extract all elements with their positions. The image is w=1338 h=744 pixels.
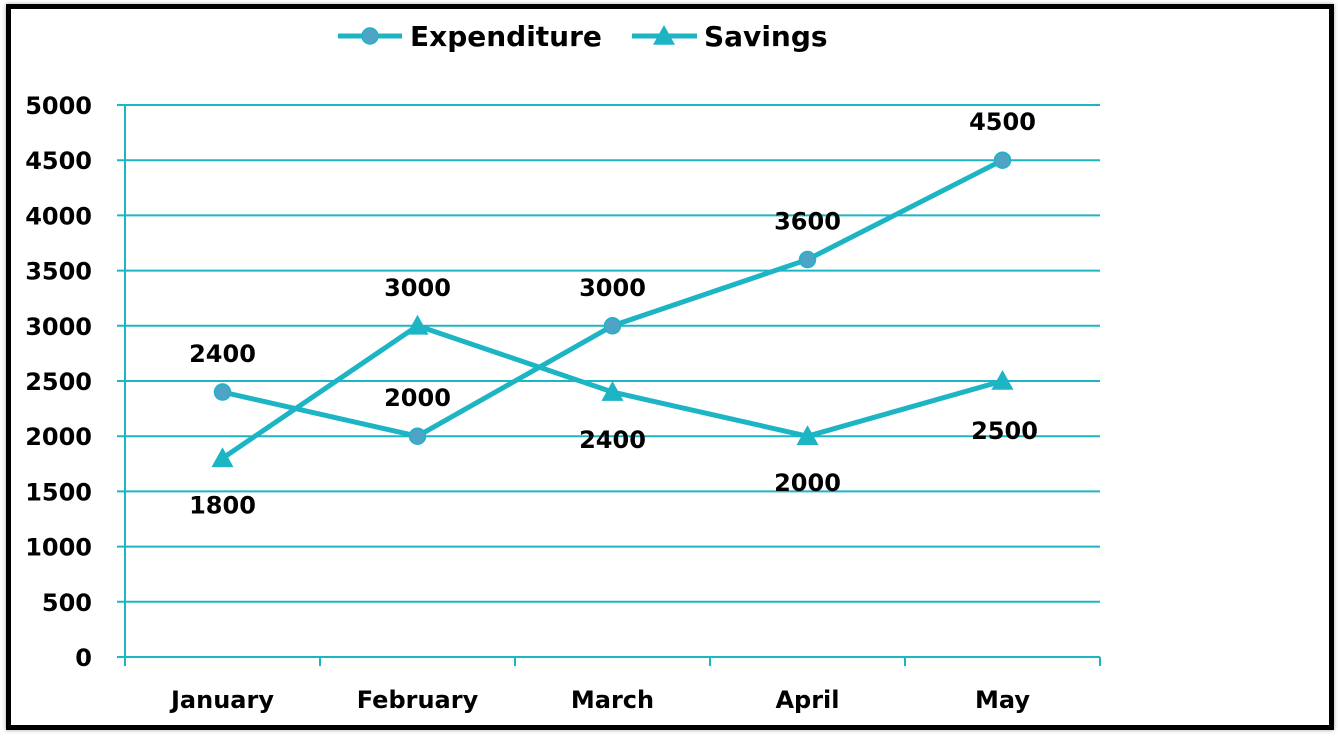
y-tick-label: 500 bbox=[42, 589, 92, 617]
x-tick-label: May bbox=[975, 686, 1030, 714]
data-point-triangle bbox=[601, 381, 624, 401]
data-label: 2400 bbox=[189, 340, 256, 368]
data-label: 2500 bbox=[971, 417, 1038, 445]
data-label: 2400 bbox=[579, 426, 646, 454]
legend-marker-triangle bbox=[653, 25, 675, 45]
data-point-circle bbox=[408, 427, 427, 445]
data-point-circle bbox=[213, 383, 232, 401]
data-label: 3600 bbox=[774, 208, 841, 236]
y-tick-label: 2000 bbox=[25, 423, 92, 451]
data-point-triangle bbox=[211, 447, 234, 468]
x-tick-label: March bbox=[571, 686, 654, 714]
axes: 0 500 1000 1500 2000 2500 3000 3500 4000 4500 5000… bbox=[25, 92, 1101, 714]
y-tick-label: 4000 bbox=[25, 202, 92, 230]
data-labels: 2400 2000 3000 3600 4500 1800 3000 2400 2000 2500 bbox=[189, 108, 1038, 519]
data-point-triangle bbox=[406, 314, 429, 335]
data-label: 4500 bbox=[969, 108, 1036, 136]
data-label: 3000 bbox=[579, 274, 646, 302]
y-tick-label: 0 bbox=[75, 644, 92, 672]
data-label: 3000 bbox=[384, 274, 451, 302]
data-point-triangle bbox=[796, 425, 819, 445]
y-tick-label: 1500 bbox=[25, 478, 92, 506]
x-tick-label: January bbox=[169, 686, 274, 714]
y-tick-label: 2500 bbox=[25, 368, 92, 396]
legend-marker-circle bbox=[361, 27, 379, 45]
data-point-circle bbox=[798, 250, 817, 269]
y-tick-label: 1000 bbox=[25, 534, 92, 562]
legend-label: Expenditure bbox=[410, 20, 602, 53]
data-label: 1800 bbox=[189, 491, 256, 519]
data-point-triangle bbox=[991, 370, 1014, 390]
gridlines bbox=[117, 104, 1100, 658]
legend-label: Savings bbox=[704, 20, 828, 53]
data-label: 2000 bbox=[384, 384, 451, 412]
y-tick-label: 4500 bbox=[25, 147, 92, 175]
data-point-circle bbox=[603, 317, 622, 335]
series-lines bbox=[211, 151, 1014, 468]
y-tick-label: 3000 bbox=[25, 313, 92, 341]
y-tick-label: 3500 bbox=[25, 258, 92, 286]
x-tick-label: April bbox=[775, 686, 839, 714]
data-point-circle bbox=[993, 151, 1012, 169]
legend: Expenditure Savings bbox=[338, 20, 828, 53]
data-label: 2000 bbox=[774, 469, 841, 497]
chart-frame bbox=[6, 4, 1334, 730]
x-tick-label: February bbox=[357, 686, 479, 714]
y-tick-label: 5000 bbox=[25, 92, 92, 120]
